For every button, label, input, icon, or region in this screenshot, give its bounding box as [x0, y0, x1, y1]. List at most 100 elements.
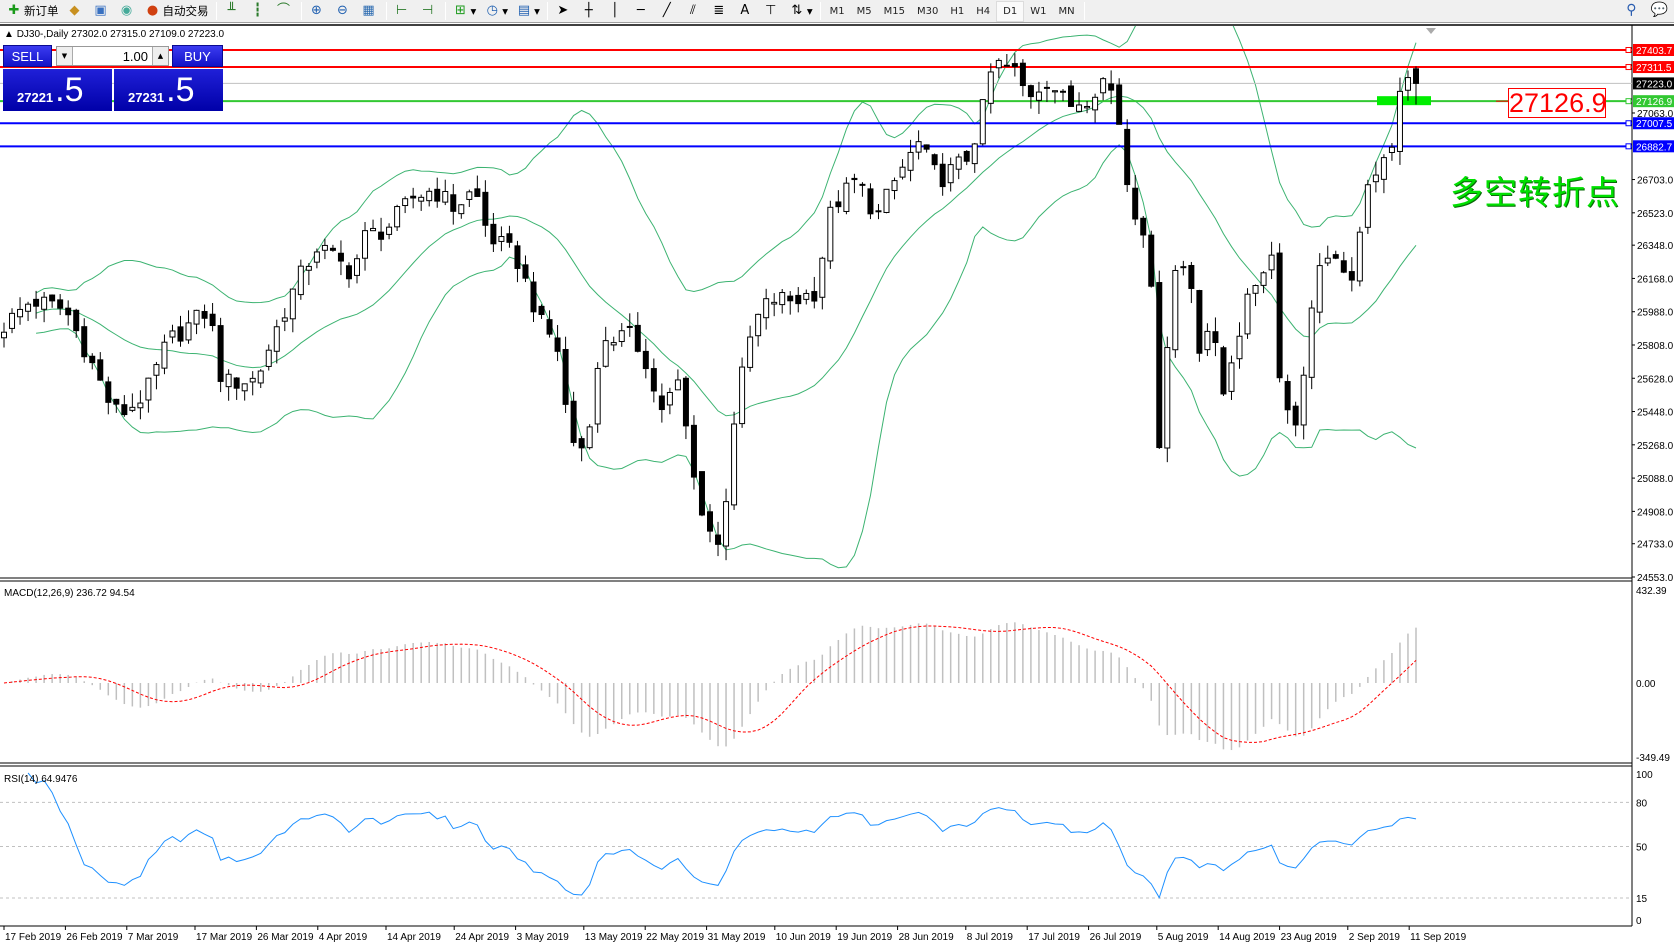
bull-candle-body [618, 330, 625, 343]
timeframe-d1[interactable]: D1 [996, 0, 1025, 22]
templates-button[interactable]: ▤ ▾ [517, 3, 540, 18]
bull-candle-body [723, 501, 730, 547]
candle [907, 139, 914, 182]
level-handle[interactable] [1625, 98, 1632, 105]
bear-candle-body [715, 534, 722, 545]
vertical-line-button[interactable]: │ [603, 1, 629, 22]
sell-button[interactable]: SELL [3, 45, 52, 67]
arrows-button[interactable]: ⇅ ▾ [785, 1, 817, 22]
lot-decrease-icon[interactable]: ▼ [57, 47, 73, 65]
indicators-button[interactable]: ⊞ ▾ [449, 1, 481, 22]
bull-candle-body [426, 190, 433, 202]
candle [883, 188, 890, 214]
level-handle[interactable] [1625, 143, 1632, 150]
bull-candle-body [153, 364, 160, 376]
lot-size-stepper[interactable]: ▼ 1.00 ▲ [56, 46, 169, 66]
candle [763, 288, 770, 330]
trendline-button[interactable]: ╱ [655, 1, 681, 22]
chat-icon[interactable]: 💬 [1650, 2, 1668, 18]
horizontal-levels[interactable] [0, 47, 1632, 150]
rsi-line [27, 772, 1417, 899]
zoom-in-button[interactable]: ⊕ [305, 1, 331, 22]
periods-button[interactable]: ◷ ▾ [480, 1, 512, 22]
timeframe-h1[interactable]: H1 [950, 5, 965, 17]
candle [1204, 323, 1211, 357]
bear-candle-body [570, 400, 577, 443]
search-icon[interactable]: ⚲ [1626, 2, 1637, 18]
turning-point-zone[interactable] [1377, 96, 1431, 106]
level-handle[interactable] [1625, 64, 1632, 71]
bull-candle-body [1060, 90, 1066, 93]
timeframe-m30[interactable]: M30 [916, 5, 939, 17]
candle [546, 310, 553, 338]
price-callout-label[interactable]: 27126.9 [1508, 88, 1607, 118]
bear-candle-body [89, 355, 96, 364]
candle [1364, 179, 1371, 234]
sell-price-button[interactable]: 27221.5 [3, 69, 112, 111]
candle [25, 301, 32, 322]
timeframe-w1[interactable]: W1 [1030, 5, 1047, 17]
bull-candle-body [731, 423, 738, 506]
divider [444, 2, 446, 20]
timeframe-m15[interactable]: M15 [883, 5, 905, 17]
lot-increase-icon[interactable]: ▲ [152, 47, 168, 65]
price-tick-label: 26703.0 [1637, 176, 1674, 187]
chart-shift-marker[interactable] [1426, 28, 1436, 34]
bull-candle-body [354, 258, 360, 276]
candle [337, 240, 344, 276]
timeframe-m5[interactable]: M5 [856, 5, 872, 17]
bear-candle-body [345, 265, 352, 280]
bear-candle-body [1348, 271, 1355, 281]
bear-candle-body [867, 188, 874, 215]
fibonacci-button[interactable]: ≣ [707, 1, 733, 22]
chart-shift-button[interactable]: ⊣ [416, 1, 442, 22]
horizontal-line-button[interactable]: ─ [629, 1, 655, 22]
candle [1236, 322, 1243, 369]
cursor-button[interactable]: ➤ [551, 1, 577, 22]
turning-point-annotation[interactable]: 多空转折点 [1450, 173, 1620, 212]
time-axis: 17 Feb 2019 26 Feb 2019 7 Mar 2019 17 Mar 2… [3, 926, 1467, 943]
buy-price-button[interactable]: 27231.5 [114, 69, 223, 111]
signal-icon: ◉ [120, 3, 133, 18]
bull-candle-body [161, 341, 168, 369]
level-handle[interactable] [1625, 120, 1632, 127]
level-price-label: 26882.7 [1636, 142, 1673, 153]
zoom-out-button[interactable]: ⊖ [331, 1, 357, 22]
new-order-button[interactable]: ✚ 新订单 [2, 1, 63, 22]
timeframe-h4[interactable]: H4 [976, 5, 991, 17]
bar-chart-button[interactable]: ╨ [220, 1, 246, 22]
candle [1140, 215, 1147, 248]
rsi-tick-label: 100 [1636, 770, 1653, 781]
bear-candle-body [1140, 217, 1147, 236]
equidistant-channel-button[interactable]: ⫽ [681, 1, 707, 22]
tile-windows-button[interactable]: ▦ [357, 1, 383, 22]
time-tick-label: 4 Apr 2019 [319, 932, 368, 943]
candle [249, 371, 256, 396]
timeframe-m1[interactable]: M1 [829, 5, 845, 17]
signals-button[interactable]: ◉ [115, 1, 141, 22]
collapse-triangle-icon[interactable]: ▲ [4, 29, 17, 40]
crosshair-button[interactable]: ┼ [577, 1, 603, 22]
bull-candle-body [803, 292, 810, 300]
metaeditor-button[interactable]: ◆ [63, 1, 89, 22]
timeframe-mn[interactable]: MN [1058, 5, 1075, 17]
text-label-button[interactable]: ⊤ [759, 1, 785, 22]
autoscroll-button[interactable]: ⊢ [390, 1, 416, 22]
bull-candle-body [979, 99, 986, 145]
text-button[interactable]: A [733, 1, 759, 22]
buy-button[interactable]: BUY [172, 45, 223, 67]
bear-candle-body [698, 471, 705, 516]
candlestick-button[interactable]: ┇ [246, 1, 272, 22]
bollinger-middle-band [35, 95, 1417, 417]
candle [739, 357, 746, 428]
auto-trading-button[interactable]: ● 自动交易 [141, 1, 213, 22]
candle [169, 324, 176, 344]
terminal-button[interactable]: ▣ [89, 1, 115, 22]
lot-size-input[interactable]: 1.00 [122, 48, 148, 64]
candle [747, 325, 754, 372]
candle [1180, 260, 1187, 276]
level-handle[interactable] [1625, 47, 1632, 53]
line-chart-button[interactable]: ⌒ [272, 1, 298, 22]
candle [1348, 257, 1355, 292]
